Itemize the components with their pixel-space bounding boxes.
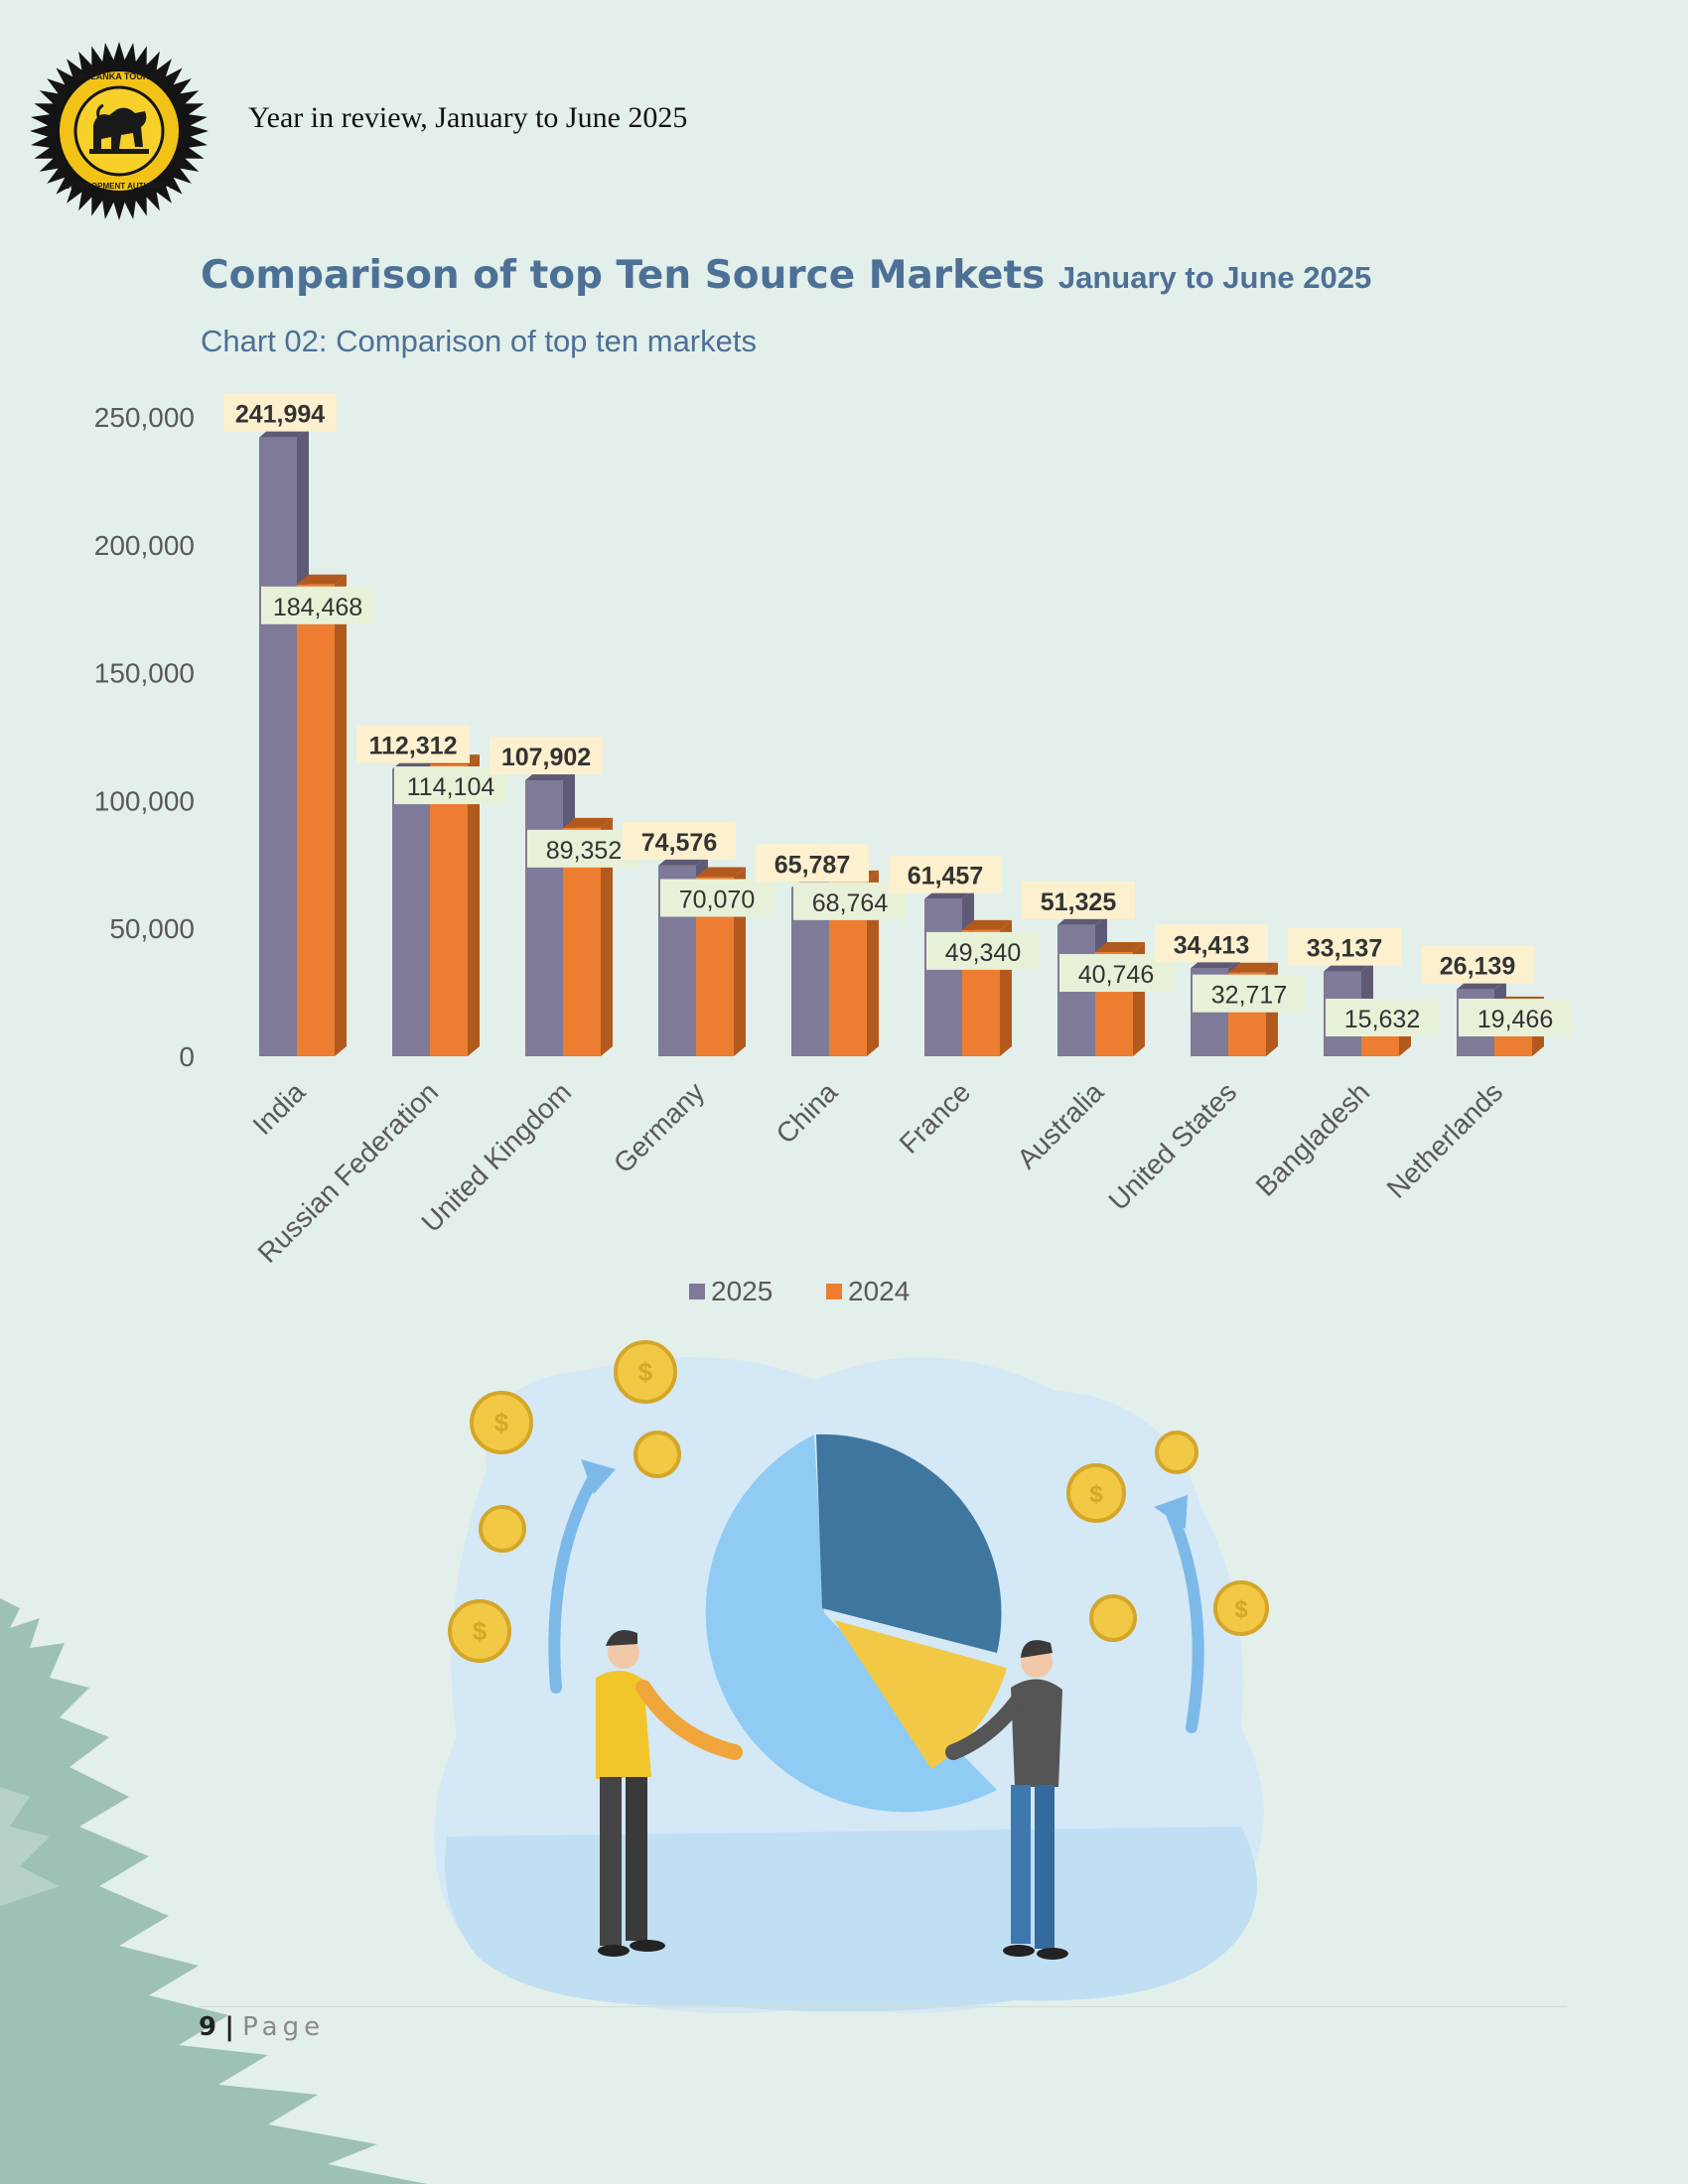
page-label: Page: [242, 2012, 326, 2042]
x-tick-label: United States: [1102, 1076, 1242, 1216]
x-tick-label: Bangladesh: [1250, 1076, 1376, 1202]
page-footer: 9 | Page: [199, 2012, 325, 2042]
data-label-2025: 74,576: [641, 829, 717, 857]
data-label-2025: 61,457: [908, 863, 983, 890]
x-tick-label: Germany: [608, 1076, 710, 1178]
chart-title: Chart 02: Comparison of top ten markets: [201, 324, 757, 358]
label-box: [756, 844, 869, 883]
bar-top: [1095, 942, 1145, 953]
bar-2025: [525, 780, 563, 1056]
label-box: [356, 725, 470, 763]
data-label-2025: 65,787: [774, 852, 850, 880]
legend-label: 2024: [848, 1276, 910, 1306]
label-box: [1288, 927, 1401, 966]
section-title-main: Comparison of top Ten Source Markets: [201, 253, 1046, 298]
y-tick-label: 50,000: [109, 913, 195, 944]
svg-text:$: $: [638, 1357, 653, 1387]
label-box: [1155, 924, 1268, 963]
bar-2024: [430, 764, 468, 1056]
data-label-2025: 241,994: [235, 401, 325, 429]
bar-2025: [392, 768, 430, 1056]
svg-text:$: $: [1089, 1481, 1103, 1508]
data-label-2024: 70,070: [679, 886, 755, 913]
data-label-2025: 112,312: [369, 733, 458, 760]
label-box: [1421, 945, 1534, 984]
label-box: [223, 393, 337, 432]
label-box: [660, 879, 774, 917]
data-label-2025: 33,137: [1307, 935, 1382, 963]
data-label-2024: 49,340: [945, 939, 1021, 967]
svg-text:$: $: [1234, 1596, 1248, 1623]
x-tick-label: China: [771, 1076, 844, 1150]
data-label-2024: 40,746: [1078, 961, 1154, 989]
bar-side: [601, 817, 613, 1056]
logo-lettering: SRI LANKA TOURISM: [73, 71, 166, 81]
data-label-2025: 51,325: [1041, 888, 1117, 916]
sltda-logo: SRI LANKA TOURISM DEVELOPMENT AUTHORITY: [30, 42, 209, 220]
label-box: [793, 882, 907, 920]
data-label-2024: 19,466: [1477, 1006, 1553, 1033]
data-label-2025: 107,902: [501, 744, 591, 771]
label-box: [394, 766, 507, 805]
label-box: [1326, 999, 1439, 1036]
bar-2025: [924, 898, 962, 1056]
label-box: [1459, 999, 1572, 1036]
bar-2024: [297, 584, 335, 1056]
bar-top: [696, 867, 746, 878]
x-tick-label: France: [894, 1076, 977, 1160]
legend-swatch: [689, 1284, 705, 1299]
legend-label: 2025: [711, 1276, 773, 1306]
data-label-2024: 114,104: [407, 773, 495, 801]
label-box: [926, 931, 1040, 970]
bar-top: [563, 817, 613, 828]
label-box: [261, 586, 374, 624]
legend-swatch: [826, 1284, 842, 1299]
label-box: [527, 829, 640, 868]
data-label-2024: 15,632: [1344, 1006, 1420, 1033]
footer-rule: [199, 2006, 1567, 2007]
foliage-decoration: [0, 1598, 427, 2184]
bar-side: [468, 754, 480, 1056]
data-label-2024: 68,764: [812, 889, 889, 917]
y-axis: 0 50,000 100,000 150,000 200,000 250,000: [94, 402, 195, 1072]
bar-top: [962, 919, 1012, 930]
y-tick-label: 100,000: [94, 785, 195, 816]
data-label-2024: 184,468: [273, 594, 362, 621]
data-label-2024: 32,717: [1211, 982, 1287, 1010]
data-label-2024: 89,352: [546, 837, 622, 865]
x-tick-label: Australia: [1011, 1076, 1109, 1174]
label-box: [1193, 974, 1306, 1013]
svg-text:DEVELOPMENT AUTHORITY: DEVELOPMENT AUTHORITY: [65, 182, 174, 191]
bar-2025: [259, 437, 297, 1057]
x-tick-label: Netherlands: [1381, 1076, 1509, 1204]
svg-text:$: $: [494, 1408, 509, 1437]
page-separator: |: [224, 2012, 234, 2042]
pie-chart-people-coins-illustration: $ $ $ $ $: [434, 1340, 1269, 2013]
label-box: [1022, 881, 1135, 919]
chart-legend: 2025 2024: [689, 1276, 910, 1306]
y-tick-label: 200,000: [94, 530, 195, 561]
label-box: [490, 737, 603, 775]
page-number: 9: [199, 2012, 217, 2042]
x-tick-label: India: [246, 1076, 311, 1141]
label-box: [1059, 954, 1173, 993]
data-label-2025: 26,139: [1440, 953, 1515, 981]
y-tick-label: 250,000: [94, 402, 195, 433]
label-box: [889, 855, 1002, 893]
bar-side: [335, 574, 347, 1056]
section-title-period: January to June 2025: [1057, 260, 1372, 295]
data-label-2025: 34,413: [1174, 931, 1249, 959]
section-title: Comparison of top Ten Source Markets Jan…: [201, 253, 1371, 298]
bar-chart: 0 50,000 100,000 150,000 200,000 250,000 241,…: [94, 393, 1572, 1306]
svg-text:$: $: [473, 1616, 488, 1646]
bar-top: [1228, 962, 1278, 973]
label-box: [623, 821, 736, 860]
bar-top: [297, 574, 347, 585]
y-tick-label: 0: [179, 1041, 195, 1072]
report-title: Year in review, January to June 2025: [248, 101, 688, 134]
y-tick-label: 150,000: [94, 658, 195, 689]
